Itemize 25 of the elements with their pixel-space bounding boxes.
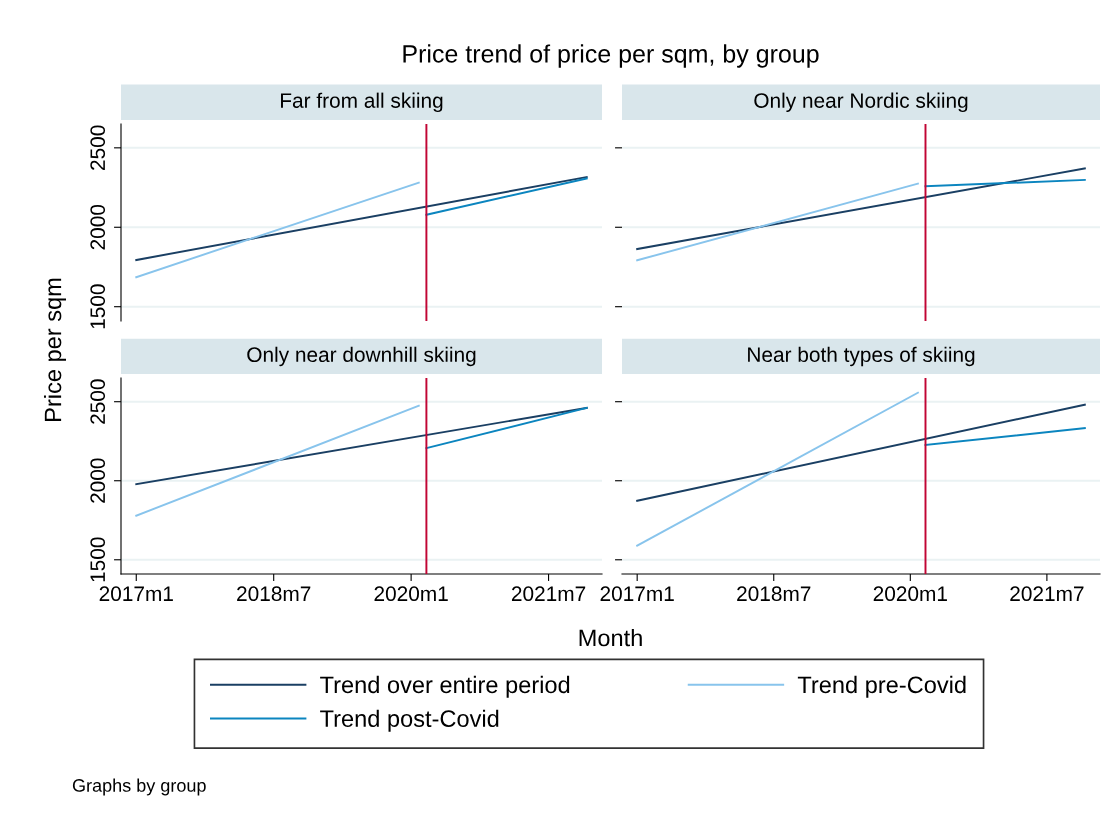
x-axis-title: Month — [579, 628, 642, 647]
chart-title: Only near downhill skiing — [247, 346, 476, 367]
x-tick-label: 2020m1 — [873, 586, 947, 602]
legend-label: Trend pre-Covid — [797, 675, 966, 698]
y-tick-label: 1500 — [90, 284, 106, 329]
y-tick-label: 2500 — [90, 125, 106, 170]
y-tick-label: 2000 — [90, 458, 106, 503]
y-tick-label: 2500 — [90, 379, 106, 424]
x-tick-label: 2018m7 — [237, 586, 311, 602]
chart-title: Near both types of skiing — [748, 346, 975, 367]
x-tick-label: 2020m1 — [374, 586, 448, 602]
x-tick-label: 2021m7 — [1010, 586, 1084, 602]
legend-label: Trend post-Covid — [320, 709, 499, 732]
x-tick-label: 2018m7 — [737, 586, 811, 602]
text: Price trend of price per sqm, by group — [403, 44, 819, 68]
text: Graphs by group — [72, 778, 206, 796]
x-tick-label: 2017m1 — [99, 586, 173, 602]
y-axis-title: Price per sqm — [44, 278, 66, 421]
chart-title: Far from all skiing — [281, 92, 443, 113]
y-tick-label: 2000 — [90, 204, 106, 250]
y-tick-label: 1500 — [90, 537, 106, 582]
x-tick-label: 2021m7 — [511, 586, 586, 602]
chart-title: Only near Nordic skiing — [754, 92, 968, 113]
legend-label: Trend over entire period — [320, 675, 570, 698]
x-tick-label: 2017m1 — [600, 586, 674, 602]
